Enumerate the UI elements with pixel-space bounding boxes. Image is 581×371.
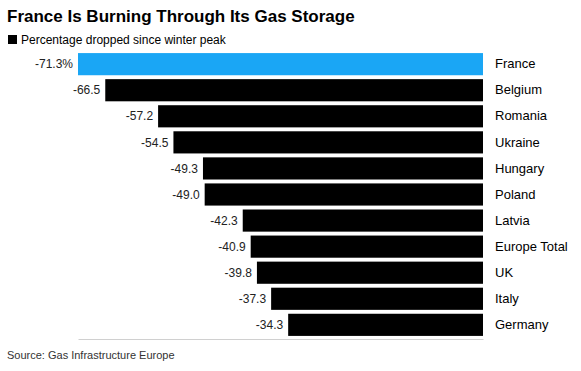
y-tick: Europe Total <box>495 239 568 254</box>
data-label: -49.3 <box>171 162 199 176</box>
title: France Is Burning Through Its Gas Storag… <box>7 7 355 26</box>
y-tick-label: Latvia <box>495 213 530 228</box>
bar <box>271 288 483 310</box>
y-tick-label: UK <box>495 265 513 280</box>
bar <box>105 79 483 101</box>
y-tick: Latvia <box>495 213 530 228</box>
bar <box>78 53 483 75</box>
y-tick-label: France <box>495 56 535 71</box>
y-tick: Romania <box>495 108 548 123</box>
data-label: -37.3 <box>239 292 267 306</box>
data-label: -40.9 <box>218 240 246 254</box>
bar <box>288 314 483 336</box>
bar <box>203 157 483 179</box>
subtitle: Percentage dropped since winter peak <box>21 33 227 47</box>
y-tick-label: Italy <box>495 291 519 306</box>
y-tick-label: Ukraine <box>495 135 540 150</box>
y-tick: Hungary <box>495 161 545 176</box>
data-label: -34.3 <box>256 318 284 332</box>
y-tick: Poland <box>495 187 535 202</box>
data-label: -66.5 <box>73 83 101 97</box>
x-axis <box>79 339 484 340</box>
data-labels: -71.3%-66.5 -57.2 -54.5-49.3 -49.0 -42.3 -40.… <box>35 57 284 332</box>
bar <box>257 262 483 284</box>
bar <box>251 236 483 258</box>
y-tick: Germany <box>495 317 549 332</box>
y-tick-label: Hungary <box>495 161 545 176</box>
data-label: -71.3% <box>35 57 73 71</box>
bar <box>158 105 483 127</box>
data-label: -57.2 <box>126 109 154 123</box>
source: Source: Gas Infrastructure Europe <box>7 349 175 361</box>
y-tick: UK <box>495 265 513 280</box>
y-tick: Belgium <box>495 82 542 97</box>
data-label: -42.3 <box>210 214 238 228</box>
y-tick-label: Poland <box>495 187 535 202</box>
y-tick-label: Europe Total <box>495 239 568 254</box>
bar <box>243 209 483 231</box>
y-tick: France <box>495 56 535 71</box>
y-tick-label: Belgium <box>495 82 542 97</box>
subtitle-key <box>8 35 17 44</box>
data-label: -49.0 <box>172 188 200 202</box>
y-tick: Ukraine <box>495 135 540 150</box>
bars <box>78 53 483 336</box>
y-tick: Italy <box>495 291 519 306</box>
bar <box>173 131 483 153</box>
y-tick-label: Romania <box>495 108 548 123</box>
data-label: -39.8 <box>225 266 253 280</box>
data-label: -54.5 <box>141 136 169 150</box>
bar <box>205 183 483 205</box>
chart: France Is Burning Through Its Gas Storag… <box>0 0 581 371</box>
y-axis: France Belgium Romania Ukraine Hungary Poland… <box>495 56 568 332</box>
x-axis-line <box>79 339 484 340</box>
y-tick-label: Germany <box>495 317 549 332</box>
